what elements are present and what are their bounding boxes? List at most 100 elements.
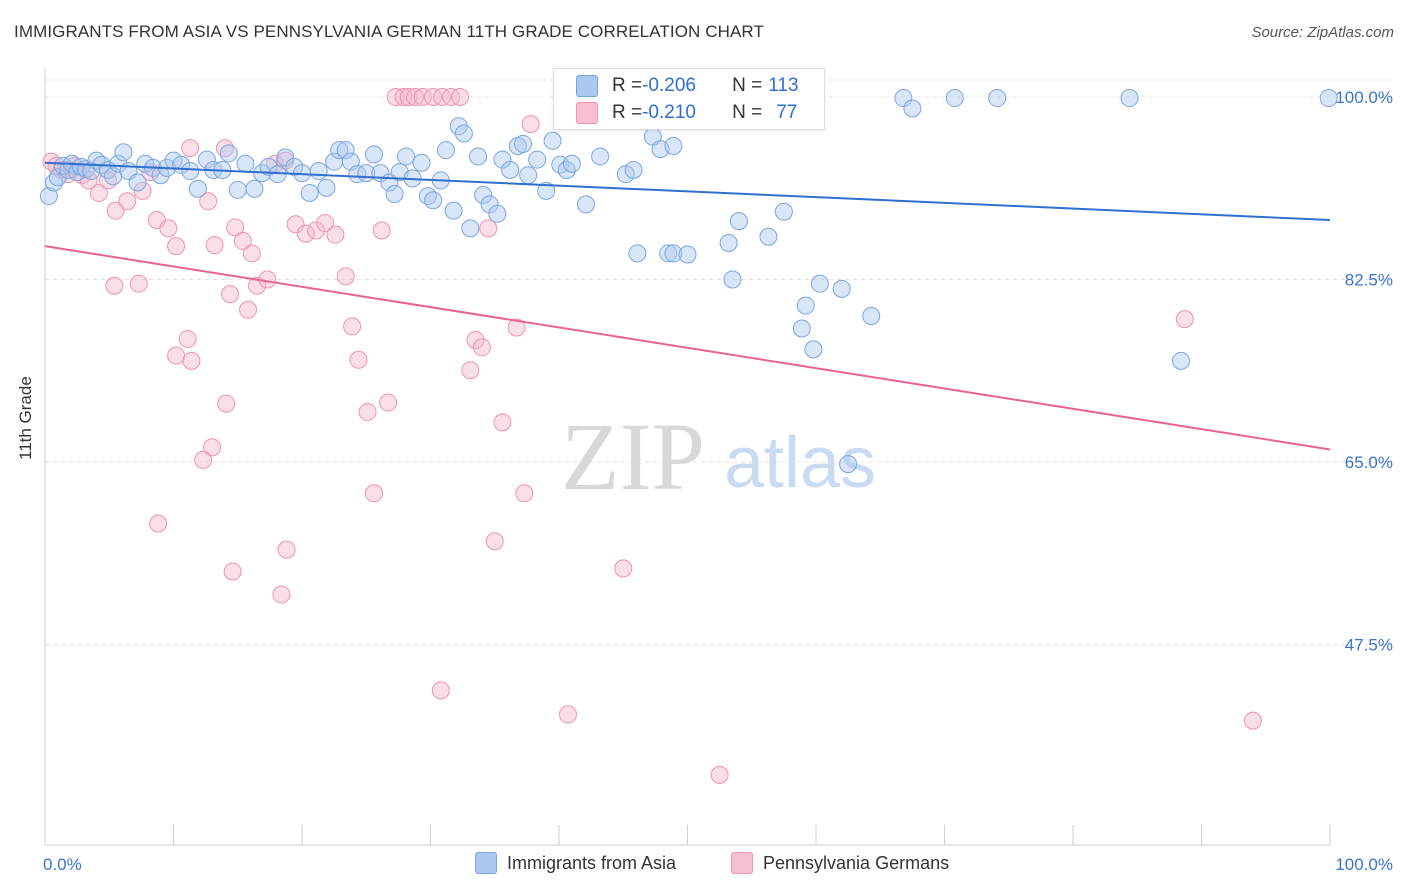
asia-point — [188, 179, 207, 198]
pa-german-point — [358, 402, 377, 421]
asia-point — [151, 166, 170, 185]
series-pennsylvania-germans — [42, 88, 1262, 784]
pa-german-point — [217, 394, 236, 413]
source-credit: Source: ZipAtlas.com — [1251, 24, 1394, 41]
pa-german-point — [1175, 310, 1194, 329]
pa-german-legend-swatch — [731, 852, 753, 874]
asia-point — [543, 131, 562, 150]
chart-title: IMMIGRANTS FROM ASIA VS PENNSYLVANIA GER… — [14, 22, 764, 41]
asia-point — [197, 150, 216, 169]
asia-point — [1120, 89, 1139, 108]
asia-point — [309, 162, 328, 181]
pa-german-point — [223, 562, 242, 581]
pa-german-point — [466, 330, 485, 349]
asia-point — [385, 184, 404, 203]
asia-point — [576, 195, 595, 214]
pa-german-point — [461, 361, 480, 380]
asia-point — [664, 137, 683, 156]
pa-german-point — [316, 214, 335, 233]
pa-german-point — [277, 540, 296, 559]
pa-german-point — [507, 318, 526, 337]
asia-swatch — [576, 75, 598, 97]
pa-german-point — [493, 413, 512, 432]
pa-german-point — [181, 139, 200, 158]
asia-point — [412, 153, 431, 172]
pa-german-point — [242, 244, 261, 263]
pa-german-point — [413, 88, 432, 106]
asia-point — [461, 219, 480, 238]
asia-point — [759, 227, 778, 246]
asia-point — [181, 162, 200, 181]
asia-point — [436, 141, 455, 160]
asia-point — [719, 234, 738, 252]
asia-point — [839, 455, 858, 474]
asia-point — [469, 147, 488, 166]
pa-german-point — [105, 276, 124, 295]
y-tick-label: 65.0% — [1345, 453, 1393, 472]
legend-item-asia[interactable]: Immigrants from Asia — [475, 852, 676, 874]
pa-german-swatch — [576, 102, 598, 124]
asia-point — [48, 168, 67, 187]
pa-german-point — [129, 274, 148, 293]
asia-point — [493, 150, 512, 169]
y-tick-label: 82.5% — [1345, 271, 1393, 290]
pa-german-point — [710, 765, 729, 784]
pa-german-point — [485, 532, 504, 551]
pa-german-point — [336, 267, 355, 286]
pa-german-point — [272, 585, 291, 604]
r-label: R = — [612, 75, 643, 96]
asia-point — [988, 89, 1007, 108]
asia-legend-swatch — [475, 852, 497, 874]
asia-point — [501, 161, 520, 179]
asia-point — [444, 201, 463, 220]
asia-point — [774, 202, 793, 221]
asia-point — [903, 99, 922, 118]
pa-german-point — [199, 192, 218, 211]
series-legend: Immigrants from Asia Pennsylvania German… — [0, 850, 1406, 880]
watermark-atlas: atlas — [724, 423, 876, 503]
pa-german-point — [89, 183, 108, 202]
pa-german-point — [614, 559, 633, 578]
tick-labels: 100.0% 82.5% 65.0% 47.5% 0.0% 100.0% — [43, 88, 1393, 874]
pa-german-point — [479, 219, 498, 238]
pa-german-point — [521, 115, 540, 134]
pa-german-point — [226, 218, 245, 237]
asia-point — [945, 89, 964, 108]
asia-point — [114, 143, 133, 162]
r-value: -0.210 — [642, 102, 696, 123]
asia-point — [591, 147, 610, 166]
correlation-row-asia: R = -0.206 N = 113 — [576, 73, 799, 99]
asia-point — [729, 212, 748, 231]
trend-lines — [44, 161, 1331, 451]
asia-point — [259, 157, 278, 176]
asia-point — [245, 179, 264, 198]
asia-point — [236, 154, 255, 173]
pa-german-point — [167, 237, 186, 256]
axes — [44, 68, 1331, 846]
n-label: N = — [732, 75, 763, 96]
pa-german-point — [149, 514, 168, 533]
pa-german-point — [159, 219, 178, 238]
correlation-legend: R = -0.206 N = 113 R = -0.210 N = 77 — [553, 68, 825, 130]
asia-point — [810, 274, 829, 293]
pa-german-point — [343, 317, 362, 336]
asia-point — [796, 296, 815, 315]
y-tick-label: 47.5% — [1345, 636, 1393, 655]
asia-point — [514, 134, 533, 153]
pa-german-point — [286, 215, 305, 234]
asia-point — [1319, 89, 1338, 108]
pa-german-point — [307, 221, 326, 240]
legend-label-asia: Immigrants from Asia — [507, 852, 677, 873]
watermark-zip: ZIP — [561, 403, 705, 510]
pa-german-point — [558, 705, 577, 724]
pa-german-point — [472, 338, 491, 357]
asia-point — [894, 89, 913, 108]
pa-german-point — [182, 351, 201, 370]
pa-german-point — [515, 484, 534, 503]
pa-german-point — [233, 231, 252, 250]
pa-german-point — [1243, 711, 1262, 730]
pa-german-point — [399, 88, 418, 106]
legend-item-pa-german[interactable]: Pennsylvania Germans — [731, 852, 949, 874]
n-value: 77 — [776, 102, 798, 123]
asia-point — [480, 195, 499, 214]
